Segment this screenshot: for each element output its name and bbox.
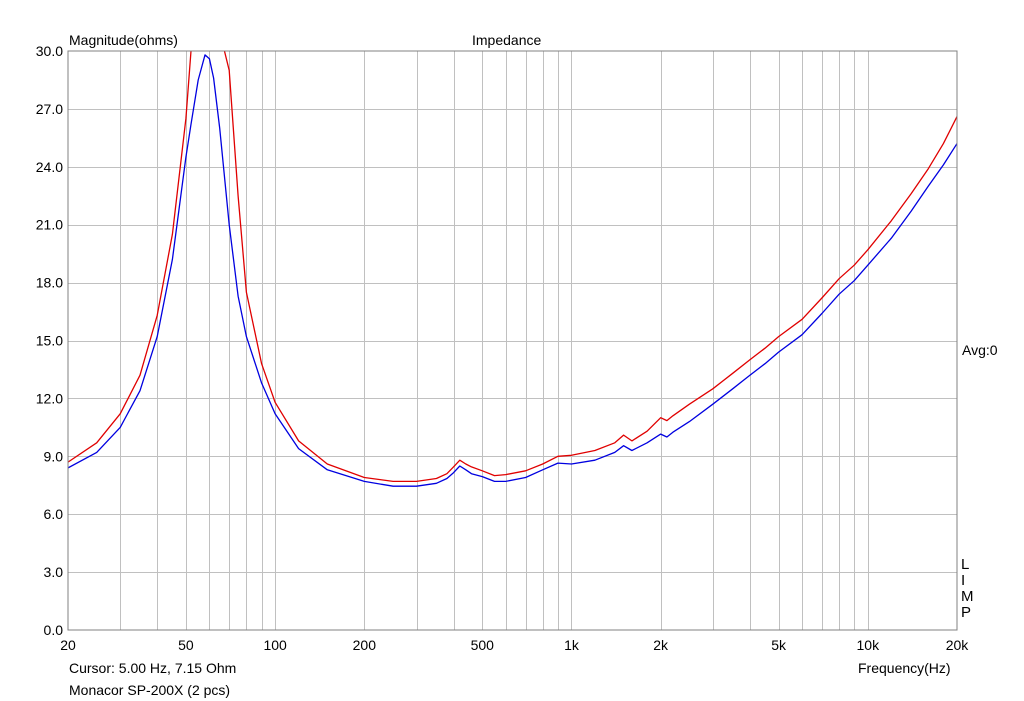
limp-p: P [961,604,972,621]
x-tick-label: 5k [771,637,787,653]
x-tick-label: 10k [857,637,881,653]
y-tick-label: 6.0 [44,506,64,522]
y-tick-label: 9.0 [44,448,64,464]
y-tick-label: 15.0 [36,333,63,349]
y-axis-label: Magnitude(ohms) [69,32,178,48]
x-tick-label: 20k [946,637,970,653]
y-tick-labels: 0.0 3.0 6.0 9.0 12.0 15.0 18.0 21.0 24.0 27.0 30.0 [36,43,63,638]
x-tick-label: 2k [653,637,669,653]
y-tick-label: 24.0 [36,159,63,175]
x-tick-label: 500 [471,637,495,653]
y-tick-label: 30.0 [36,43,63,59]
x-tick-label: 50 [178,637,194,653]
grid [68,51,957,630]
limp-m: M [961,588,974,605]
y-tick-label: 21.0 [36,217,63,233]
device-label: Monacor SP-200X (2 pcs) [69,682,231,698]
plot-background [68,51,957,630]
x-tick-label: 20 [60,637,76,653]
plot-frame [67,50,958,631]
avg-label: Avg:0 [962,342,998,358]
chart-title: Impedance [472,32,542,48]
series-line-blue [68,54,957,487]
limp-i: I [961,572,966,589]
y-tick-label: 3.0 [44,564,64,580]
x-tick-labels: 20 50 100 200 500 1k 2k 5k 10k 20k [60,637,969,653]
y-tick-label: 18.0 [36,275,63,291]
x-tick-label: 1k [564,637,580,653]
x-axis-label: Frequency(Hz) [858,660,951,676]
x-tick-label: 100 [263,637,287,653]
y-tick-label: 0.0 [44,622,64,638]
limp-l: L [961,556,970,573]
cursor-readout: Cursor: 5.00 Hz, 7.15 Ohm [69,660,237,676]
x-tick-label: 200 [353,637,377,653]
series-group [68,51,957,487]
series-line-red [68,51,957,483]
y-tick-label: 12.0 [36,390,63,406]
y-tick-label: 27.0 [36,101,63,117]
